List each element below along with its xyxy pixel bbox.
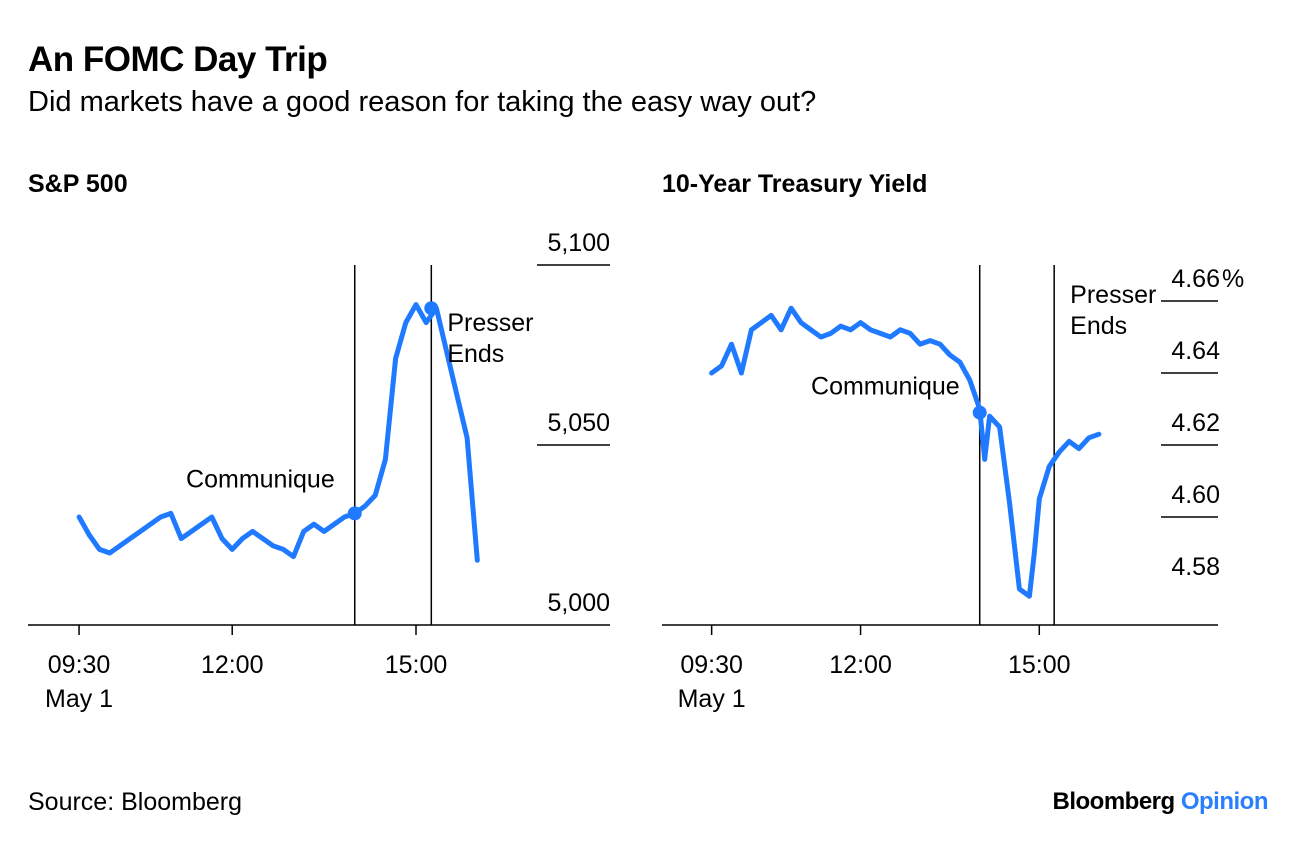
event-label: Presser Ends (1070, 281, 1156, 340)
series-line (709, 305, 1102, 599)
event-label: Communique (186, 465, 335, 493)
y-tick-label: 5,100 (547, 229, 610, 257)
event-marker (347, 506, 362, 521)
event-marker (424, 301, 439, 316)
source-note: Source: Bloomberg (28, 788, 243, 816)
x-tick-label: 15:00 (1008, 651, 1071, 679)
sp500-line-chart: 5,000 5,050 5,100 09:30 May 1 12:00 15:00 Commu… (28, 229, 610, 713)
brand-logo: Bloomberg Opinion (1053, 788, 1269, 816)
y-tick-label: 4.66 (1171, 265, 1220, 293)
y-tick-label: 5,050 (547, 409, 610, 437)
event-label: Presser Ends (447, 309, 533, 368)
y-tick-label: 5,000 (547, 589, 610, 617)
y-tick-label: 4.64 (1171, 337, 1220, 365)
x-tick-sublabel: May 1 (45, 685, 113, 713)
treasury-yield-line-chart: 4.58 4.60 4.62 4.64 4.66 % 09:30 May 1 12:00 15:0… (662, 265, 1244, 713)
series-line (76, 302, 480, 563)
treasury-chart-title: 10-Year Treasury Yield (662, 170, 928, 198)
event-label-line: Presser (447, 309, 533, 337)
x-tick-label: 09:30 (48, 651, 111, 679)
brand-main: Bloomberg (1052, 788, 1176, 815)
y-unit-label: % (1222, 265, 1244, 293)
event-marker (972, 405, 987, 420)
event-label-line: Presser (1070, 281, 1156, 309)
y-tick-label: 4.58 (1171, 553, 1220, 581)
sp500-chart-title: S&P 500 (28, 170, 128, 198)
x-tick-label: 12:00 (201, 651, 264, 679)
x-tick-label: 09:30 (680, 651, 743, 679)
y-tick-label: 4.62 (1171, 409, 1220, 437)
y-tick-label: 4.60 (1171, 481, 1220, 509)
x-tick-label: 15:00 (385, 651, 448, 679)
x-tick-label: 12:00 (829, 651, 892, 679)
brand-accent: Opinion (1180, 788, 1269, 815)
chart-subtitle: Did markets have a good reason for takin… (28, 86, 817, 118)
chart-title: An FOMC Day Trip (28, 40, 328, 79)
event-label-line: Ends (1070, 312, 1127, 340)
event-label-line: Ends (447, 340, 504, 368)
x-tick-sublabel: May 1 (678, 685, 746, 713)
event-label: Communique (811, 373, 960, 401)
